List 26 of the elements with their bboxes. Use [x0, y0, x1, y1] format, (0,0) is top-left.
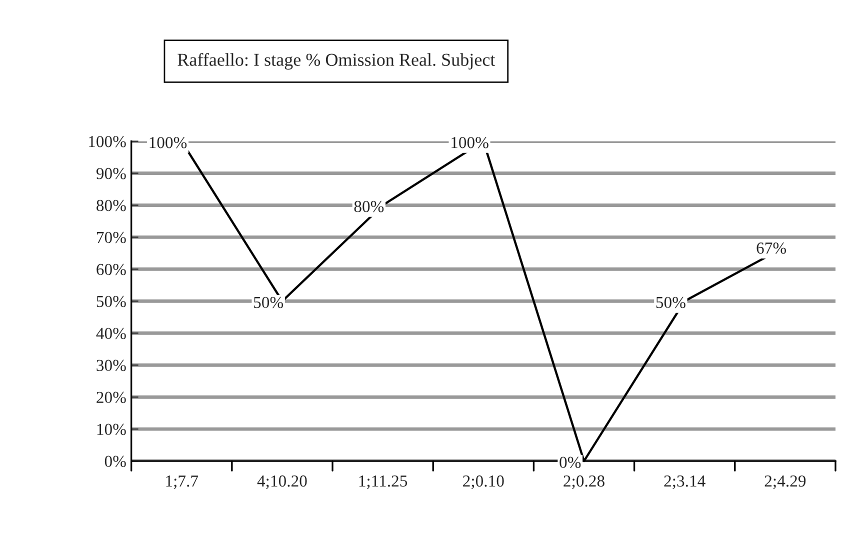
data-label: 50% [254, 296, 284, 308]
x-tick-label: 1;7.7 [166, 475, 198, 490]
data-label: 67% [756, 242, 786, 254]
y-tick-label: 30% [96, 360, 126, 372]
x-tick-label: 1;11.25 [359, 475, 408, 490]
x-tick-label: 2;4.29 [764, 475, 806, 490]
data-label: 80% [354, 200, 384, 212]
x-tick-label: 2;3.14 [664, 475, 706, 490]
y-tick-label: 0% [104, 456, 126, 468]
y-tick-label: 40% [96, 328, 126, 340]
y-tick-label: 100% [89, 136, 126, 148]
y-tick-label: 50% [96, 296, 126, 308]
y-tick-label: 70% [97, 232, 126, 244]
x-tick-label: 2;0.28 [564, 475, 604, 490]
y-tick-label: 20% [96, 392, 126, 404]
data-label: 50% [656, 296, 686, 308]
x-tick-label: 4;10.20 [257, 475, 307, 490]
y-tick-label: 60% [96, 264, 126, 276]
y-tick-label: 80% [96, 200, 126, 212]
data-label: 0% [560, 456, 581, 468]
x-tick-label: 2;0.10 [463, 475, 504, 490]
y-tick-label: 10% [97, 424, 126, 436]
data-label: 100% [150, 136, 187, 148]
data-label: 100% [452, 136, 488, 148]
y-tick-label: 90% [96, 168, 126, 180]
chart-title: Raffaello: I stage % Omission Real. Subject [178, 52, 496, 70]
